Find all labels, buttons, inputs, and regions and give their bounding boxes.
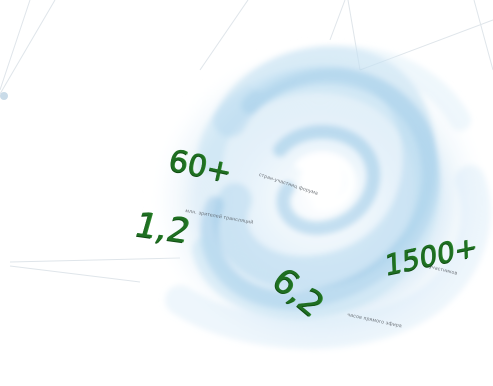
stat-value: 1,2 [129, 205, 195, 252]
network-node [0, 92, 8, 100]
swirl [145, 40, 493, 360]
